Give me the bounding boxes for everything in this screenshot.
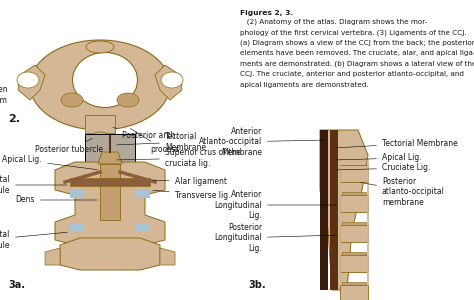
Polygon shape <box>160 248 175 265</box>
Text: (2) Anatomy of the atlas. Diagram shows the mor-: (2) Anatomy of the atlas. Diagram shows … <box>240 19 428 25</box>
Text: Dens: Dens <box>16 196 97 205</box>
Bar <box>70 190 84 198</box>
Text: Figures 2, 3.: Figures 2, 3. <box>240 10 293 16</box>
Text: Cruciate Lig.: Cruciate Lig. <box>337 164 430 172</box>
Bar <box>70 224 84 232</box>
Bar <box>340 225 368 242</box>
Text: Atlanto occipital
capsule: Atlanto occipital capsule <box>0 175 67 195</box>
Text: Tectorial
Membrane: Tectorial Membrane <box>117 132 206 152</box>
Bar <box>342 282 366 285</box>
Bar <box>342 222 366 225</box>
Text: ments are demonstrated. (b) Diagram shows a lateral view of the: ments are demonstrated. (b) Diagram show… <box>240 61 474 67</box>
Text: Transverse lig.: Transverse lig. <box>153 190 230 200</box>
Text: phology of the first cervical vertebra. (3) Ligaments of the CCJ.: phology of the first cervical vertebra. … <box>240 29 466 35</box>
Text: Anterior
Atlanto-occipital
Membrane: Anterior Atlanto-occipital Membrane <box>199 127 325 157</box>
Polygon shape <box>100 164 120 220</box>
Ellipse shape <box>161 72 183 88</box>
Polygon shape <box>55 162 165 245</box>
Ellipse shape <box>117 93 139 107</box>
Polygon shape <box>320 130 368 290</box>
Polygon shape <box>98 152 122 164</box>
Text: Superior crus of the
cruciata lig.: Superior crus of the cruciata lig. <box>117 148 241 168</box>
Text: Apical Lig.: Apical Lig. <box>337 154 422 163</box>
Text: apical ligaments are demonstrated.: apical ligaments are demonstrated. <box>240 82 369 88</box>
Bar <box>340 195 368 212</box>
Polygon shape <box>155 65 182 100</box>
Text: Apical Lig.: Apical Lig. <box>2 155 97 170</box>
Ellipse shape <box>73 52 137 107</box>
Bar <box>340 255 368 272</box>
Bar <box>70 178 150 186</box>
Text: Posterior tubercle: Posterior tubercle <box>35 138 103 154</box>
Polygon shape <box>320 130 328 290</box>
Text: Posterior
atlanto-occipital
membrane: Posterior atlanto-occipital membrane <box>361 177 445 207</box>
Bar <box>104 160 116 260</box>
Text: 3b.: 3b. <box>248 280 265 290</box>
Bar <box>342 252 366 255</box>
Bar <box>340 165 368 182</box>
Bar <box>107 160 113 260</box>
Text: Alar ligament: Alar ligament <box>153 178 227 187</box>
Bar <box>136 224 150 232</box>
Bar <box>85 134 135 162</box>
Text: CCJ. The cruciate, anterior and posterior atlanto-occipital, and: CCJ. The cruciate, anterior and posterio… <box>240 71 464 77</box>
Polygon shape <box>60 238 160 270</box>
Text: 3a.: 3a. <box>8 280 25 290</box>
Bar <box>85 115 115 133</box>
Bar <box>136 190 150 198</box>
Text: Tectorial Membrane: Tectorial Membrane <box>337 139 458 148</box>
Text: Foramen
transversarium: Foramen transversarium <box>0 85 8 105</box>
Polygon shape <box>18 65 45 100</box>
Text: Anterior
Longitudinal
Lig.: Anterior Longitudinal Lig. <box>214 190 337 220</box>
Text: Axio-atlantal
capsule: Axio-atlantal capsule <box>0 230 67 250</box>
Ellipse shape <box>61 93 83 107</box>
Polygon shape <box>45 248 60 265</box>
Text: 2.: 2. <box>8 114 20 124</box>
Text: (a) Diagram shows a view of the CCJ from the back; the posterior: (a) Diagram shows a view of the CCJ from… <box>240 40 474 46</box>
Polygon shape <box>330 130 338 290</box>
Bar <box>340 285 368 300</box>
Text: elements have been removed. The cruciate, alar, and apical liga-: elements have been removed. The cruciate… <box>240 50 474 56</box>
Text: Posterior arch.: Posterior arch. <box>113 128 178 140</box>
Text: process: process <box>130 128 179 154</box>
Text: Posterior
Longitudinal
Lig.: Posterior Longitudinal Lig. <box>214 223 337 253</box>
Ellipse shape <box>86 41 114 53</box>
Ellipse shape <box>17 72 39 88</box>
Bar <box>342 192 366 195</box>
Ellipse shape <box>30 40 170 130</box>
Ellipse shape <box>91 132 109 142</box>
